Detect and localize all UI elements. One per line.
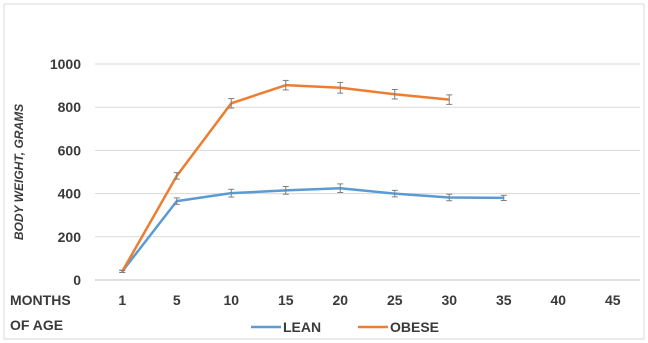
gridlines <box>95 63 640 281</box>
series-layer <box>119 79 507 273</box>
x-tick-label: 25 <box>387 292 403 308</box>
y-tick-label: 600 <box>58 142 82 158</box>
legend-item-obese: OBESE <box>358 319 439 335</box>
x-tick-label: 35 <box>496 292 512 308</box>
x-tick-label: 40 <box>550 292 566 308</box>
y-tick-label: 400 <box>58 186 82 202</box>
y-tick-label: 800 <box>58 99 82 115</box>
x-tick-label: 30 <box>441 292 457 308</box>
x-tick-label: 1 <box>118 292 126 308</box>
series-line-lean <box>121 186 504 273</box>
y-tick-labels: 0 200 400 600 800 1000 <box>50 56 81 288</box>
legend-label: OBESE <box>390 319 439 335</box>
x-axis-label-line1: MONTHS <box>10 292 71 308</box>
y-tick-label: 200 <box>58 229 82 245</box>
legend-item-lean: LEAN <box>251 319 321 335</box>
x-tick-label: 45 <box>605 292 621 308</box>
x-tick-label: 10 <box>223 292 239 308</box>
legend-label: LEAN <box>283 319 321 335</box>
x-tick-label: 5 <box>173 292 181 308</box>
y-axis-label: BODY WEIGHT, GRAMS <box>12 104 26 240</box>
x-axis-label-line2: OF AGE <box>10 317 63 333</box>
legend: LEAN OBESE <box>251 319 439 335</box>
x-tick-label: 15 <box>278 292 294 308</box>
y-tick-label: 1000 <box>50 56 81 72</box>
series-obese <box>119 79 453 273</box>
x-tick-labels: 1 5 10 15 20 25 30 35 40 45 <box>118 292 620 308</box>
y-tick-label: 0 <box>73 272 81 288</box>
x-tick-label: 20 <box>332 292 348 308</box>
chart-frame <box>3 3 645 340</box>
